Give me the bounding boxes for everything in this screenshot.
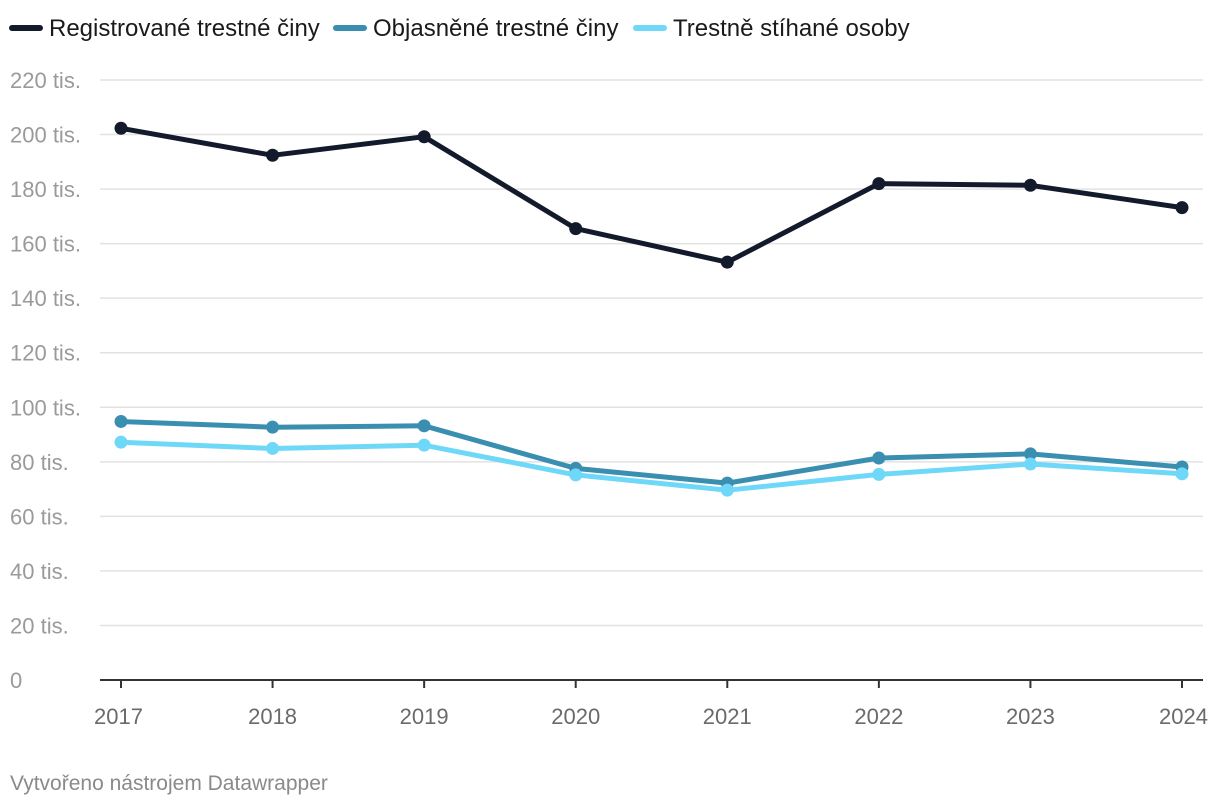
x-tick-label: 2023 bbox=[1006, 704, 1055, 729]
y-tick-label: 200 tis. bbox=[10, 123, 81, 148]
data-point bbox=[569, 468, 583, 482]
series-line-1 bbox=[118, 125, 1185, 265]
y-tick-label: 120 tis. bbox=[10, 341, 81, 366]
data-point bbox=[872, 467, 886, 481]
data-point bbox=[1175, 201, 1189, 215]
data-point bbox=[114, 414, 128, 428]
series-points bbox=[114, 121, 1189, 497]
x-tick-label: 2017 bbox=[94, 704, 143, 729]
series-lines bbox=[118, 125, 1185, 493]
data-point bbox=[114, 435, 128, 449]
data-point bbox=[872, 451, 886, 465]
legend: Registrované trestné činy Objasněné trest… bbox=[9, 15, 910, 42]
x-tick-label: 2021 bbox=[703, 704, 752, 729]
x-tick-label: 2018 bbox=[248, 704, 297, 729]
y-tick-label: 60 tis. bbox=[10, 504, 69, 529]
data-point bbox=[1023, 178, 1037, 192]
legend-label-1: Registrované trestné činy bbox=[49, 15, 320, 42]
data-point bbox=[569, 222, 583, 236]
y-tick-label: 80 tis. bbox=[10, 450, 69, 475]
y-tick-label: 160 tis. bbox=[10, 232, 81, 257]
data-point bbox=[1175, 467, 1189, 481]
data-point bbox=[114, 121, 128, 135]
data-point bbox=[266, 148, 280, 162]
data-point bbox=[720, 255, 734, 269]
x-tick-label: 2022 bbox=[854, 704, 903, 729]
data-point bbox=[417, 130, 431, 144]
data-point bbox=[1023, 457, 1037, 471]
data-point bbox=[266, 420, 280, 434]
x-tick-label: 2020 bbox=[551, 704, 600, 729]
y-tick-label: 100 tis. bbox=[10, 395, 81, 420]
legend-label-3: Trestně stíhané osoby bbox=[673, 15, 910, 42]
gridlines bbox=[100, 79, 1203, 627]
data-point bbox=[266, 441, 280, 455]
series-line-3 bbox=[118, 439, 1185, 493]
y-tick-label: 20 tis. bbox=[10, 613, 69, 638]
data-point bbox=[872, 177, 886, 191]
y-tick-label: 140 tis. bbox=[10, 286, 81, 311]
series-line-2 bbox=[118, 419, 1185, 486]
data-point bbox=[417, 438, 431, 452]
y-tick-label: 0 bbox=[10, 668, 22, 693]
y-tick-label: 220 tis. bbox=[10, 68, 81, 93]
x-tick-label: 2019 bbox=[400, 704, 449, 729]
x-axis: 2017 2018 2019 2020 2021 2022 2023 2024 bbox=[94, 679, 1208, 729]
data-point bbox=[417, 419, 431, 433]
data-point bbox=[1023, 447, 1037, 461]
x-tick-label: 2024 bbox=[1159, 704, 1208, 729]
legend-label-2: Objasněné trestné činy bbox=[373, 15, 618, 42]
y-tick-label: 40 tis. bbox=[10, 559, 69, 584]
y-axis-ticks: 0 20 tis. 40 tis. 60 tis. 80 tis. 100 tis. 120… bbox=[10, 68, 81, 693]
y-tick-label: 180 tis. bbox=[10, 177, 81, 202]
data-point bbox=[720, 483, 734, 497]
footer-credit: Vytvořeno nástrojem Datawrapper bbox=[10, 772, 328, 795]
